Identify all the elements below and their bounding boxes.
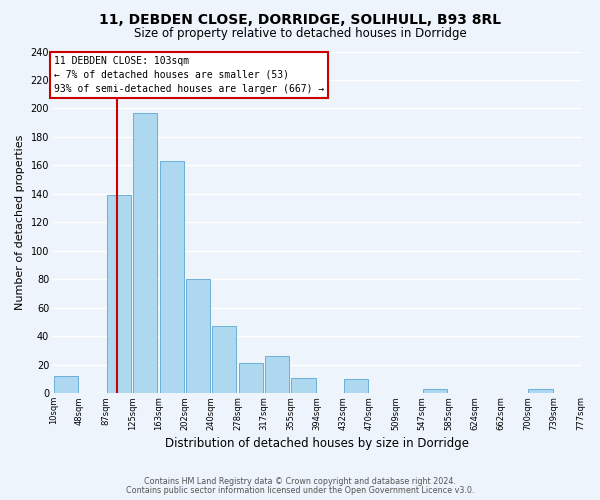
Text: Contains HM Land Registry data © Crown copyright and database right 2024.: Contains HM Land Registry data © Crown c… (144, 477, 456, 486)
Text: Size of property relative to detached houses in Dorridge: Size of property relative to detached ho… (134, 28, 466, 40)
Text: Contains public sector information licensed under the Open Government Licence v3: Contains public sector information licen… (126, 486, 474, 495)
Bar (529, 389, 553, 394)
Y-axis label: Number of detached properties: Number of detached properties (15, 134, 25, 310)
Bar (160, 161, 184, 394)
Bar (212, 326, 236, 394)
Text: 11, DEBDEN CLOSE, DORRIDGE, SOLIHULL, B93 8RL: 11, DEBDEN CLOSE, DORRIDGE, SOLIHULL, B9… (99, 12, 501, 26)
Bar (424, 389, 448, 394)
Bar (186, 280, 211, 394)
Bar (239, 364, 263, 394)
Bar (265, 356, 289, 394)
Bar (55, 376, 79, 394)
X-axis label: Distribution of detached houses by size in Dorridge: Distribution of detached houses by size … (165, 437, 469, 450)
Bar (292, 378, 316, 394)
Text: 11 DEBDEN CLOSE: 103sqm
← 7% of detached houses are smaller (53)
93% of semi-det: 11 DEBDEN CLOSE: 103sqm ← 7% of detached… (54, 56, 324, 94)
Bar (344, 379, 368, 394)
Bar (107, 196, 131, 394)
Bar (133, 112, 157, 394)
